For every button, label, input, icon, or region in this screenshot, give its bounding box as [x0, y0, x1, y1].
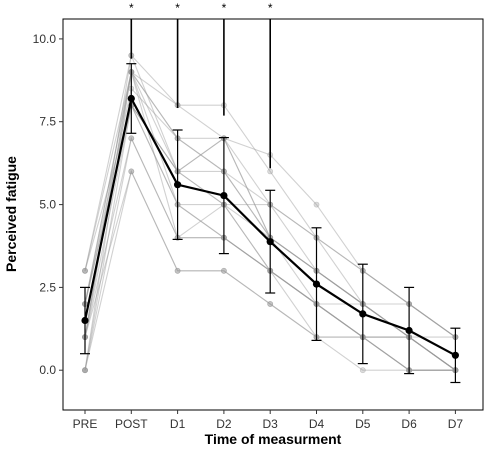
significance-marker: *: [268, 1, 273, 15]
significance-marker: *: [175, 1, 180, 15]
individual-point: [128, 135, 135, 142]
y-tick-label: 7.5: [39, 115, 56, 129]
x-tick-label: D6: [401, 417, 417, 431]
mean-point: [127, 94, 135, 103]
mean-point: [174, 181, 182, 189]
individual-point: [82, 367, 88, 374]
individual-line: [84, 169, 456, 371]
mean-series-group: [80, 63, 461, 384]
x-axis-title: Time of measurment: [205, 431, 342, 447]
y-tick-label: 5.0: [39, 198, 56, 212]
individual-point: [267, 301, 274, 307]
mean-point: [220, 192, 228, 200]
mean-point: [359, 310, 367, 318]
x-tick-label: D2: [216, 417, 232, 431]
x-tick-label: PRE: [73, 417, 98, 431]
x-tick-label: D5: [355, 417, 371, 431]
x-tick-label: POST: [115, 417, 148, 431]
significance-marker: *: [222, 1, 227, 15]
y-tick-label: 10.0: [33, 32, 57, 46]
x-tick-label: D1: [170, 417, 186, 431]
y-tick-label: 0.0: [39, 363, 56, 377]
individual-point: [313, 201, 320, 208]
y-axis-title: Perceived fatigue: [3, 156, 19, 272]
x-tick-label: D4: [309, 417, 325, 431]
x-tick-label: D3: [263, 417, 279, 431]
individual-line: [84, 169, 456, 371]
individual-point: [174, 267, 181, 274]
mean-point: [81, 316, 89, 325]
individual-point: [267, 168, 274, 175]
individual-point: [82, 267, 88, 274]
mean-point: [405, 326, 413, 335]
individual-point: [220, 267, 227, 274]
significance-group: * * * *: [129, 1, 273, 169]
individual-point: [128, 168, 135, 175]
plot-panel: [62, 18, 484, 411]
significance-marker: *: [129, 1, 134, 15]
individual-line: [84, 54, 456, 338]
mean-point: [312, 280, 321, 288]
mean-point: [266, 238, 274, 246]
mean-point: [451, 351, 459, 359]
x-tick-label: D7: [448, 417, 464, 431]
axes-group: 0.0 2.5 5.0 7.5 10.0 PRE POST D1 D2 D3 D4 D5 D6 D7: [33, 32, 464, 431]
individual-point: [359, 367, 366, 374]
y-tick-label: 2.5: [39, 280, 56, 294]
